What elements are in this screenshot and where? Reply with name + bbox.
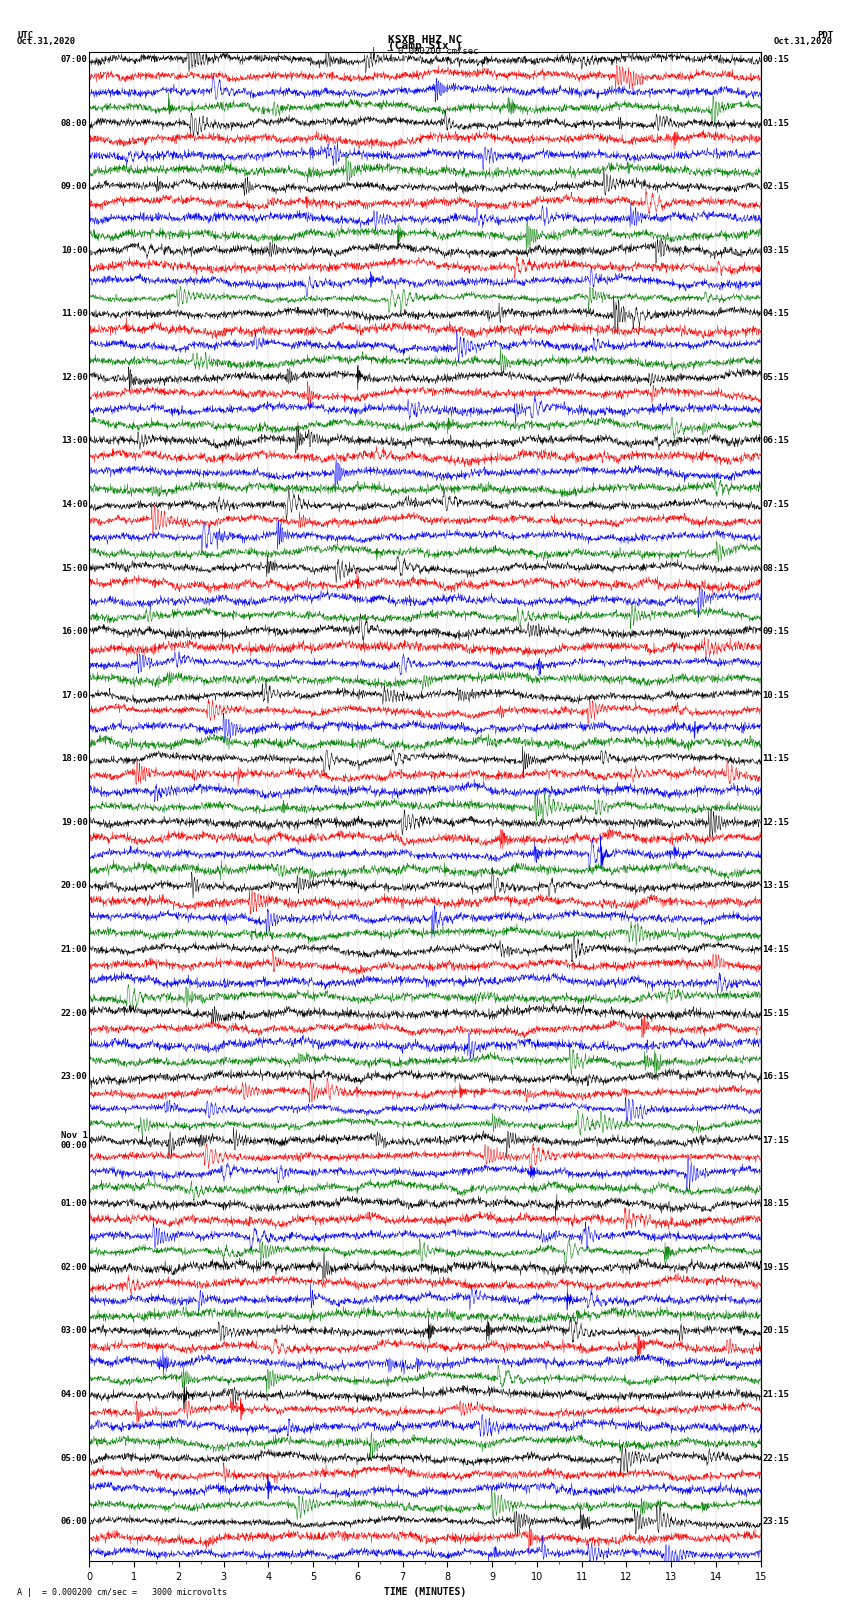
X-axis label: TIME (MINUTES): TIME (MINUTES) [384,1587,466,1597]
Text: (Camp Six ): (Camp Six ) [388,40,462,52]
Text: PDT: PDT [817,31,833,40]
Text: A |  = 0.000200 cm/sec =   3000 microvolts: A | = 0.000200 cm/sec = 3000 microvolts [17,1587,227,1597]
Text: Oct.31,2020: Oct.31,2020 [17,37,76,47]
Text: KSXB HHZ NC: KSXB HHZ NC [388,35,462,45]
Text: Oct.31,2020: Oct.31,2020 [774,37,833,47]
Text: UTC: UTC [17,31,33,40]
Text: |  = 0.000200 cm/sec: | = 0.000200 cm/sec [371,47,479,56]
